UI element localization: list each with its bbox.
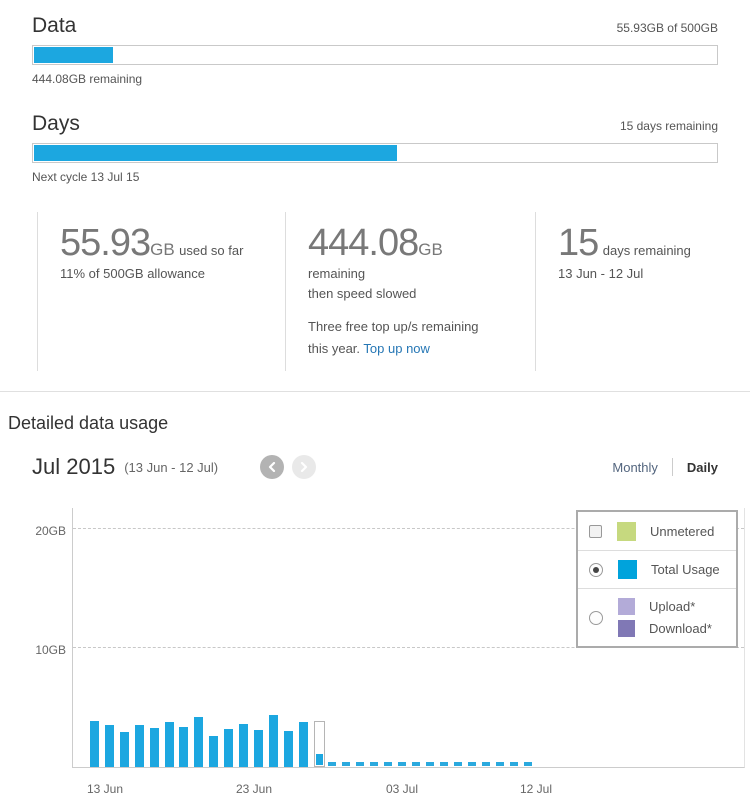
download-swatch <box>618 620 635 638</box>
remaining-unit: GB <box>418 240 443 259</box>
topup-note-line1: Three free top up/s remaining <box>308 319 479 335</box>
tab-daily[interactable]: Daily <box>686 459 718 475</box>
legend-row-total-usage: Total Usage <box>578 550 736 588</box>
data-usage-of-allowance: 55.93GB of 500GB <box>616 21 718 35</box>
next-period-button[interactable] <box>292 455 317 480</box>
previous-period-button[interactable] <box>260 455 285 480</box>
topup-note-line2: this year. <box>308 340 361 356</box>
days-meter-title: Days <box>32 112 80 135</box>
current-day-bar-fill <box>316 754 323 766</box>
usage-bar <box>135 725 144 768</box>
tab-monthly[interactable]: Monthly <box>612 459 658 475</box>
usage-bar <box>165 722 174 768</box>
unmetered-checkbox[interactable] <box>589 524 602 538</box>
x-axis-tick: 23 Jun <box>235 782 273 797</box>
period-title: Jul 2015 <box>32 454 116 480</box>
usage-bar <box>150 728 159 768</box>
gridline-10GB <box>73 647 744 649</box>
usage-meters: Data 55.93GB of 500GB 444.08GB remaining… <box>0 14 750 184</box>
legend-row-upload-download: Upload* Download* <box>578 588 736 646</box>
detailed-usage-heading: Detailed data usage <box>8 413 169 434</box>
used-stat: 55.93GB used so far 11% of 500GB allowan… <box>37 212 285 372</box>
upload-download-radio[interactable] <box>589 610 603 625</box>
section-divider <box>0 391 750 393</box>
usage-bar <box>209 736 218 768</box>
y-axis-tick: 20GB <box>35 524 66 539</box>
usage-bar <box>179 727 188 768</box>
data-progress-bar <box>32 45 718 65</box>
top-up-now-link[interactable]: Top up now <box>363 340 430 356</box>
upload-label: Upload* <box>649 599 696 615</box>
unmetered-swatch <box>617 521 636 541</box>
usage-bar <box>194 717 203 768</box>
used-allowance-detail: 11% of 500GB allowance <box>60 265 206 281</box>
usage-bar <box>105 725 114 768</box>
gridline-20GB <box>73 528 744 530</box>
summary-stats: 55.93GB used so far 11% of 500GB allowan… <box>37 212 750 372</box>
next-cycle-label: Next cycle 13 Jul 15 <box>32 170 140 184</box>
used-value: 55.93 <box>60 222 151 264</box>
usage-bar <box>299 722 308 768</box>
usage-bar <box>120 732 129 768</box>
total-usage-swatch <box>618 560 637 580</box>
cycle-range: 13 Jun - 12 Jul <box>558 265 644 281</box>
x-axis-tick: 03 Jul <box>385 782 419 797</box>
data-progress-fill <box>34 47 114 63</box>
days-meter: Days 15 days remaining Next cycle 13 Jul… <box>32 112 718 184</box>
download-label: Download* <box>649 621 712 637</box>
days-progress-fill <box>34 145 397 161</box>
usage-bar <box>284 731 293 768</box>
days-stat: 15 days remaining 13 Jun - 12 Jul <box>535 212 750 372</box>
data-remaining-label: 444.08GB remaining <box>32 72 143 86</box>
future-days-dashed-line <box>328 762 537 767</box>
days-progress-bar <box>32 143 718 163</box>
view-tabs: Monthly Daily <box>612 458 718 477</box>
usage-bar <box>239 724 248 768</box>
total-usage-radio[interactable] <box>589 562 603 577</box>
chevron-left-icon <box>268 462 276 473</box>
y-axis-tick: 10GB <box>35 643 66 658</box>
chart-legend: Unmetered Total Usage Upload* Download* <box>576 510 738 649</box>
chart-plot-area <box>72 508 745 769</box>
period-nav <box>260 455 317 480</box>
days-value: 15 <box>558 222 599 264</box>
legend-row-unmetered: Unmetered <box>578 512 736 550</box>
used-suffix: used so far <box>179 243 244 258</box>
remaining-line2: then speed slowed <box>308 286 417 302</box>
remaining-line1: remaining <box>308 265 366 281</box>
chevron-right-icon <box>300 462 308 473</box>
usage-bar <box>90 721 99 768</box>
data-meter: Data 55.93GB of 500GB 444.08GB remaining <box>32 14 718 86</box>
period-range: (13 Jun - 12 Jul) <box>124 459 219 475</box>
days-suffix: days remaining <box>602 243 691 258</box>
x-axis-tick: 13 Jun <box>86 782 124 797</box>
total-usage-label: Total Usage <box>651 562 720 578</box>
unmetered-label: Unmetered <box>650 523 715 539</box>
upload-swatch <box>618 598 635 616</box>
radio-selected-dot <box>593 566 599 573</box>
remaining-value: 444.08 <box>308 222 419 264</box>
chart-header: Jul 2015 (13 Jun - 12 Jul) Monthly Daily <box>32 454 718 480</box>
data-meter-title: Data <box>32 14 77 37</box>
remaining-stat: 444.08GB remaining then speed slowed Thr… <box>285 212 535 372</box>
x-axis-tick: 12 Jul <box>519 782 553 797</box>
current-day-bar-outline <box>314 721 325 768</box>
usage-bar <box>254 730 263 768</box>
topup-note: Three free top up/s remaining this year.… <box>308 316 525 359</box>
daily-usage-chart: 10GB 20GB 13 Jun 23 Jun 03 Jul 12 Jul Unmete… <box>0 496 750 808</box>
used-unit: GB <box>150 240 175 259</box>
days-remaining-label: 15 days remaining <box>619 119 718 133</box>
usage-bar <box>224 729 233 768</box>
tab-divider <box>671 458 673 477</box>
usage-bar <box>269 715 278 768</box>
